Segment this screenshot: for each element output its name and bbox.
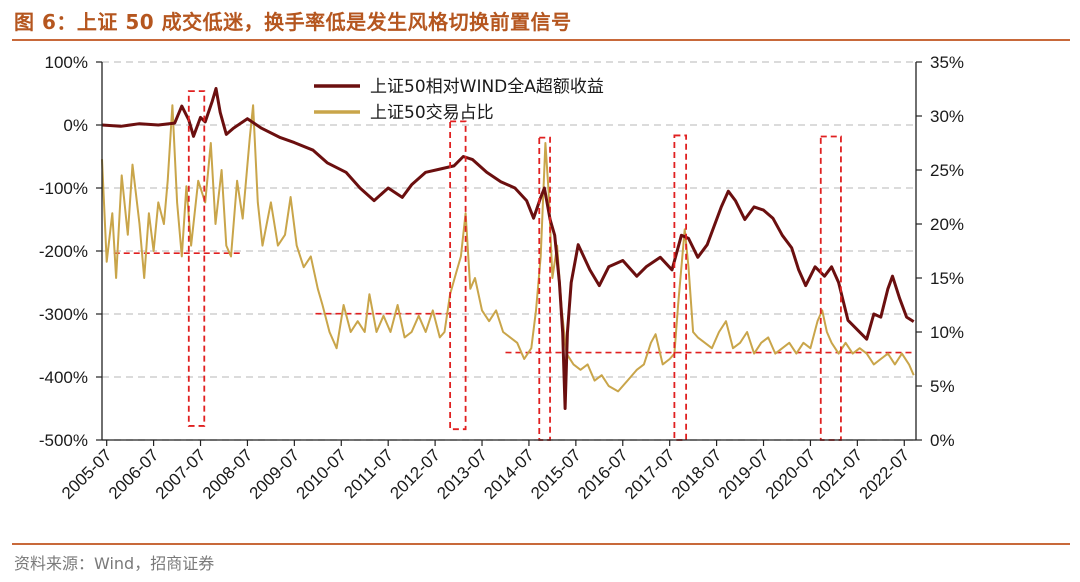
right-tick-label: 10% [930, 323, 964, 342]
axes: 100% 0% -100% -200% -300% -400% -500% 35% 30% 25%… [39, 53, 964, 503]
chart: 100% 0% -100% -200% -300% -400% -500% 35% 30% 25%… [39, 53, 964, 503]
x-tick-label: 2014-07 [480, 445, 538, 503]
x-tick-label: 2017-07 [621, 445, 679, 503]
x-tick-label: 2016-07 [574, 445, 632, 503]
turnover-share-series [101, 104, 915, 393]
left-tick-label: -100% [39, 179, 88, 198]
reference-segments [113, 252, 914, 354]
left-tick-label: 100% [45, 53, 88, 72]
highlight-box [819, 135, 842, 441]
turnover-share-line [101, 104, 915, 393]
x-tick-label: 2006-07 [105, 445, 163, 503]
x-tick-label: 2018-07 [668, 445, 726, 503]
x-tick-label: 2021-07 [809, 445, 867, 503]
left-tick-label: -200% [39, 242, 88, 261]
x-tick-label: 2019-07 [715, 445, 773, 503]
left-tick-label: -500% [39, 431, 88, 450]
highlight-boxes [187, 90, 842, 441]
figure-title: 图 6：上证 50 成交低迷，换手率低是发生风格切换前置信号 [14, 10, 572, 34]
x-tick-label: 2005-07 [58, 445, 116, 503]
x-tick-label: 2009-07 [246, 445, 304, 503]
highlight-box [187, 90, 206, 427]
x-tick-label: 2007-07 [152, 445, 210, 503]
legend-label-relative-return: 上证50相对WIND全A超额收益 [370, 77, 604, 97]
right-tick-label: 0% [930, 431, 955, 450]
left-tick-label: -400% [39, 368, 88, 387]
right-tick-label: 15% [930, 269, 964, 288]
source-note: 资料来源：Wind，招商证券 [14, 554, 215, 573]
x-tick-label: 2015-07 [527, 445, 585, 503]
x-tick-label: 2010-07 [293, 445, 351, 503]
legend-label-turnover-share: 上证50交易占比 [370, 103, 494, 123]
highlight-box [538, 136, 551, 441]
right-tick-label: 35% [930, 53, 964, 72]
x-tick-label: 2022-07 [856, 445, 914, 503]
relative-return-line [101, 87, 915, 410]
x-tick-label: 2013-07 [433, 445, 491, 503]
footer-rule [12, 543, 1070, 545]
right-tick-label: 20% [930, 215, 964, 234]
x-tick-label: 2020-07 [762, 445, 820, 503]
left-tick-label: 0% [63, 116, 88, 135]
x-tick-label: 2008-07 [199, 445, 257, 503]
left-tick-label: -300% [39, 305, 88, 324]
x-tick-label: 2012-07 [386, 445, 444, 503]
right-tick-label: 25% [930, 161, 964, 180]
right-tick-label: 5% [930, 377, 955, 396]
relative-return-series [101, 87, 915, 410]
x-tick-label: 2011-07 [340, 445, 397, 502]
title-rule [12, 39, 1070, 41]
right-tick-label: 30% [930, 107, 964, 126]
highlight-box [449, 120, 467, 431]
